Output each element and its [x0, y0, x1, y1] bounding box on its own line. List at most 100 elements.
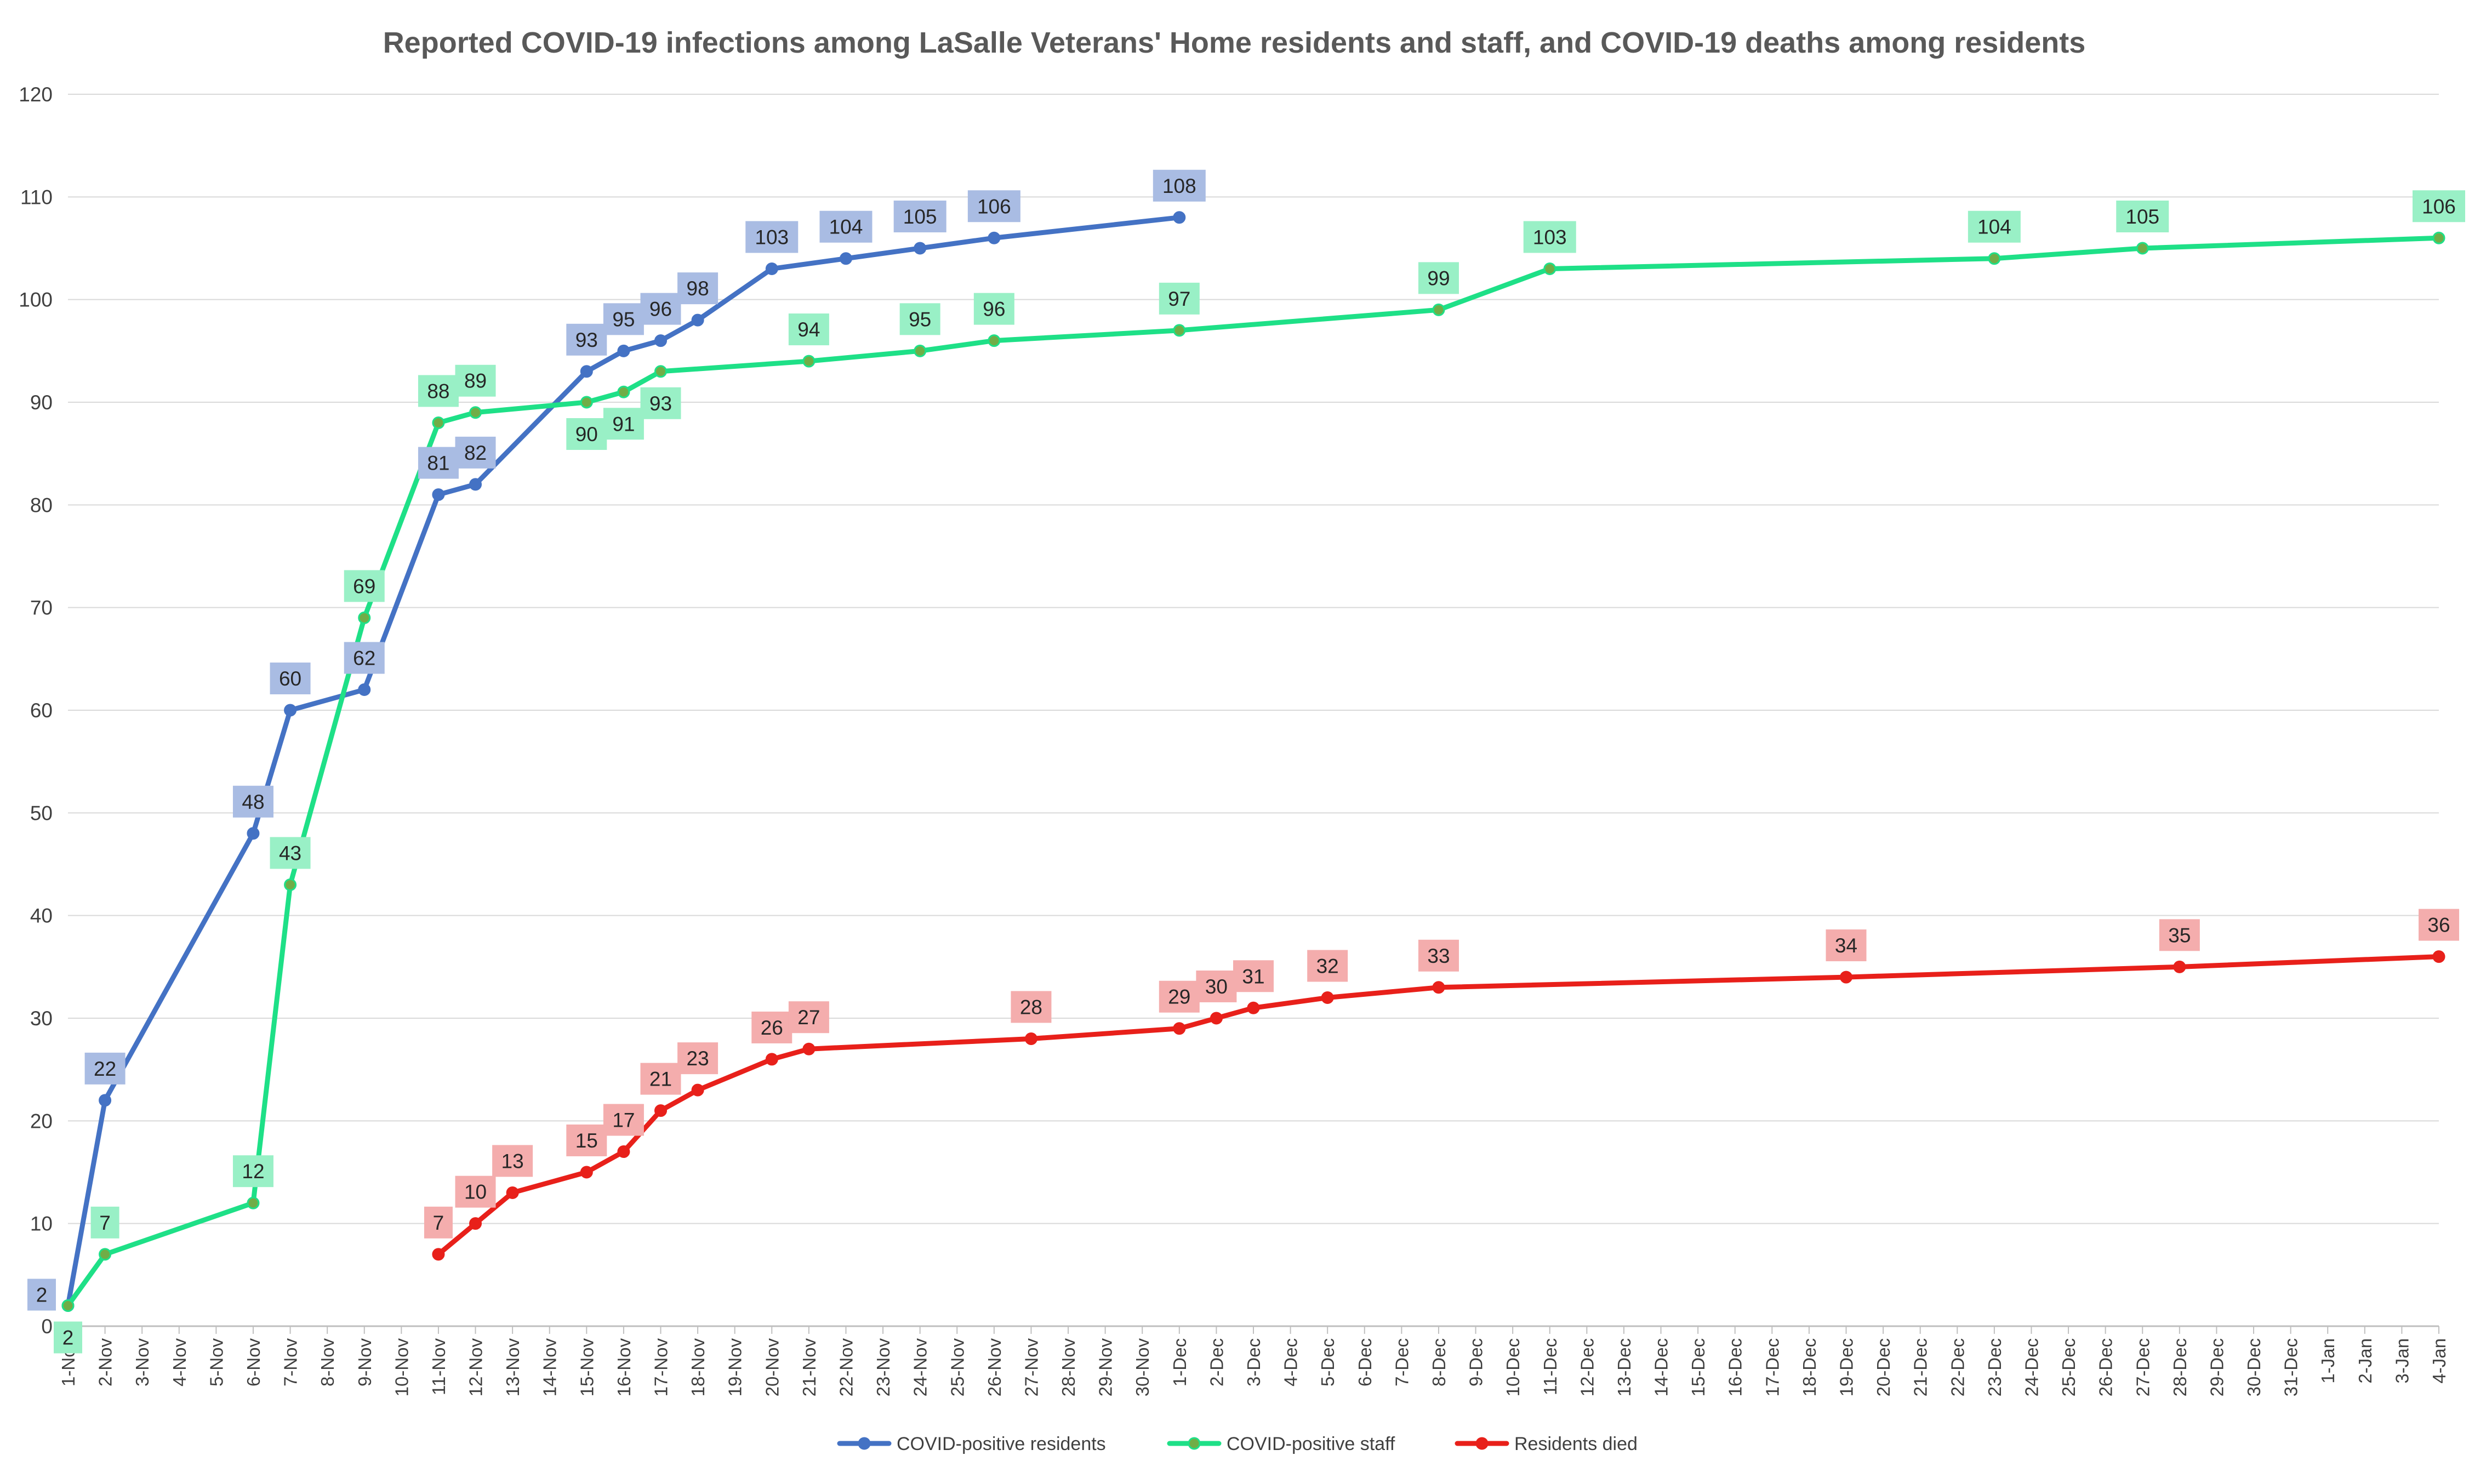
y-tick-label: 30: [30, 1007, 53, 1030]
data-label-box: [2116, 201, 2169, 232]
x-tick-label: 15-Dec: [1688, 1338, 1708, 1396]
y-tick-label: 90: [30, 391, 53, 414]
data-point: [580, 396, 593, 409]
data-label-box: [424, 1206, 453, 1238]
legend-label: Residents died: [1514, 1434, 1638, 1454]
data-label: 33: [1427, 945, 1450, 967]
data-point: [691, 1083, 704, 1097]
data-label-box: [899, 303, 940, 335]
x-tick-label: 17-Nov: [651, 1338, 671, 1397]
data-point: [580, 365, 593, 378]
data-point: [469, 1217, 482, 1230]
data-label-box: [455, 1175, 496, 1208]
x-tick-label: 28-Dec: [2170, 1338, 2190, 1396]
data-label: 7: [433, 1212, 444, 1234]
x-tick-label: 4-Dec: [1281, 1338, 1301, 1386]
data-label: 103: [755, 226, 789, 248]
data-label: 17: [612, 1109, 635, 1132]
data-label-box: [603, 303, 644, 335]
data-label: 35: [2168, 924, 2191, 946]
data-point: [1247, 1001, 1260, 1014]
data-point: [1321, 991, 1334, 1004]
y-tick-label: 100: [19, 289, 53, 311]
data-label-box: [232, 1155, 273, 1188]
data-point: [1210, 1012, 1223, 1025]
data-label-box: [893, 201, 946, 232]
data-point: [765, 1053, 778, 1066]
x-tick-label: 16-Nov: [614, 1338, 634, 1397]
data-point: [2136, 242, 2149, 255]
data-label-box: [2159, 919, 2200, 951]
x-tick-label: 22-Nov: [836, 1338, 856, 1397]
x-tick-label: 31-Dec: [2281, 1338, 2301, 1396]
data-point: [469, 406, 482, 419]
data-label: 48: [242, 791, 264, 813]
x-tick-label: 20-Dec: [1873, 1338, 1894, 1396]
y-tick-label: 120: [19, 83, 53, 106]
data-label: 96: [649, 298, 672, 321]
x-tick-label: 4-Nov: [169, 1338, 190, 1387]
legend-swatch-marker: [1188, 1437, 1201, 1450]
data-label: 104: [829, 216, 863, 238]
data-point: [506, 1186, 519, 1199]
data-label-box: [677, 1042, 719, 1075]
x-tick-label: 16-Dec: [1725, 1338, 1746, 1396]
x-tick-label: 15-Nov: [577, 1338, 597, 1397]
data-label-box: [84, 1052, 126, 1085]
data-label-box: [344, 642, 385, 674]
x-tick-label: 1-Jan: [2318, 1338, 2338, 1384]
data-point: [247, 1196, 260, 1209]
data-point: [617, 385, 630, 398]
data-point: [1173, 324, 1186, 337]
data-label-box: [973, 293, 1014, 325]
x-tick-label: 3-Jan: [2392, 1338, 2412, 1384]
data-label: 97: [1168, 288, 1190, 310]
x-tick-label: 24-Dec: [2021, 1338, 2042, 1396]
data-label-box: [232, 785, 273, 818]
data-label-box: [27, 1278, 56, 1311]
data-label: 90: [575, 423, 598, 446]
data-label-box: [967, 190, 1020, 222]
data-label: 106: [977, 195, 1011, 218]
data-label-box: [788, 1001, 829, 1034]
data-label-box: [1418, 262, 1459, 294]
legend-item: COVID-positive residents: [837, 1434, 1106, 1454]
data-label-box: [1418, 939, 1459, 972]
data-label: 2: [36, 1284, 48, 1306]
x-tick-label: 28-Nov: [1058, 1338, 1079, 1397]
series-lines: [61, 211, 2445, 1312]
legend-label: COVID-positive staff: [1227, 1434, 1395, 1454]
data-label: 15: [575, 1129, 598, 1152]
data-label: 103: [1533, 226, 1567, 248]
data-label: 93: [649, 392, 672, 415]
data-label: 104: [1977, 216, 2011, 238]
data-point: [617, 1145, 630, 1158]
x-tick-label: 14-Dec: [1651, 1338, 1672, 1396]
data-label: 96: [983, 298, 1005, 321]
legend-item: COVID-positive staff: [1167, 1434, 1395, 1454]
data-label-box: [492, 1145, 533, 1177]
data-point: [802, 1042, 816, 1055]
legend-item: Residents died: [1455, 1434, 1638, 1454]
x-tick-label: 25-Dec: [2059, 1338, 2079, 1396]
y-tick-label: 50: [30, 802, 53, 824]
x-tick-label: 20-Nov: [762, 1338, 782, 1397]
data-point: [988, 334, 1001, 347]
x-tick-label: 12-Dec: [1577, 1338, 1597, 1396]
data-label-box: [751, 1011, 792, 1043]
x-tick-label: 2-Dec: [1206, 1338, 1227, 1386]
data-label: 28: [1020, 996, 1042, 1018]
data-label-box: [819, 210, 873, 243]
y-tick-label: 10: [30, 1213, 53, 1235]
data-label-box: [1153, 169, 1206, 202]
data-label-box: [677, 272, 719, 305]
data-label: 21: [649, 1068, 672, 1091]
data-label: 13: [501, 1150, 524, 1172]
data-point: [284, 704, 297, 717]
x-tick-label: 7-Dec: [1392, 1338, 1412, 1386]
data-label: 26: [761, 1017, 783, 1039]
data-label: 60: [279, 667, 301, 690]
x-tick-label: 17-Dec: [1762, 1338, 1782, 1396]
